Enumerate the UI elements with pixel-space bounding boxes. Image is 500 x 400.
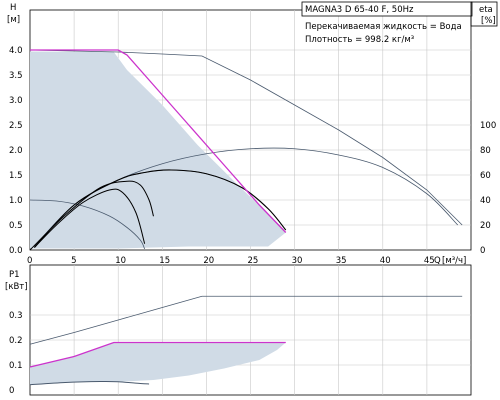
y2-axis-label: eta xyxy=(479,5,493,15)
x-tick-label: 30 xyxy=(292,256,303,266)
operating-area-head xyxy=(30,51,286,249)
x-axis-unit: [м³/ч] xyxy=(442,256,466,266)
chart-title: MAGNA3 D 65-40 F, 50Hz xyxy=(305,5,414,15)
p1-tick-label: 0 xyxy=(9,386,14,396)
top-curves xyxy=(29,49,463,251)
annotation-liquid: Перекачиваемая жидкость = Вода xyxy=(305,22,462,32)
max-head-curve xyxy=(30,49,287,233)
y-tick-label: 1.5 xyxy=(9,171,23,181)
annotation-density: Плотность = 998.2 кг/м³ xyxy=(305,35,414,45)
y2-tick-label: 40 xyxy=(480,196,491,206)
x-tick-label: 15 xyxy=(159,256,170,266)
x-tick-label: 20 xyxy=(203,256,214,266)
x-tick-label: 40 xyxy=(380,256,391,266)
y2-tick-label: 80 xyxy=(480,146,491,156)
p1-tick-label: 0.2 xyxy=(9,336,23,346)
x-tick-label: 5 xyxy=(71,256,76,266)
x-axis-label: Q xyxy=(434,256,441,266)
y2-tick-label: 0 xyxy=(480,246,485,256)
top-y2-tick-labels: 0 20 40 60 80 100 xyxy=(480,121,496,256)
bottom-y-tick-labels: 0 0.1 0.2 0.3 xyxy=(9,311,23,396)
y2-tick-label: 100 xyxy=(480,121,496,131)
bottom-curves xyxy=(29,295,463,386)
p1-axis-unit: [кВт] xyxy=(5,282,28,292)
min-speed-power-curve xyxy=(29,380,150,386)
operating-area-power xyxy=(30,342,286,385)
p1-tick-label: 0.1 xyxy=(9,361,23,371)
max-speed-power-curve xyxy=(29,295,463,345)
x-tick-label: 25 xyxy=(248,256,259,266)
y-tick-label: 3.0 xyxy=(9,96,23,106)
y-tick-label: 2.5 xyxy=(9,121,23,131)
y-tick-label: 0.0 xyxy=(9,246,23,256)
p1-tick-label: 0.3 xyxy=(9,311,23,321)
y2-tick-label: 60 xyxy=(480,171,491,181)
top-y-tick-labels: 0.0 0.5 1.0 1.5 2.0 2.5 3.0 3.5 4.0 xyxy=(9,46,23,256)
top-operating-area xyxy=(30,51,286,249)
y-tick-label: 0.5 xyxy=(9,221,23,231)
y2-tick-label: 20 xyxy=(480,221,491,231)
top-x-tick-labels: 0 5 10 15 20 25 30 35 40 45 xyxy=(27,256,435,266)
head-efficiency-chart: 0 5 10 15 20 25 30 35 40 45 0.0 0.5 1.0 1.5 2.0 2.5 3.0… xyxy=(7,1,498,266)
x-tick-label: 0 xyxy=(27,256,32,266)
y-axis-label: H xyxy=(10,3,16,13)
y-axis-unit: [м] xyxy=(7,15,20,25)
y-tick-label: 4.0 xyxy=(9,46,23,56)
bottom-operating-area xyxy=(30,342,286,385)
max-speed-head-curve xyxy=(29,49,463,226)
x-tick-label: 45 xyxy=(424,256,435,266)
y-tick-label: 1.0 xyxy=(9,196,23,206)
max-power-curve xyxy=(29,341,286,368)
min-speed-head-curve xyxy=(29,199,146,250)
x-tick-label: 10 xyxy=(115,256,126,266)
min-speed-eff-curve xyxy=(34,188,146,248)
y-tick-label: 2.0 xyxy=(9,146,23,156)
x-tick-label: 35 xyxy=(336,256,347,266)
title-box: MAGNA3 D 65-40 F, 50Hz xyxy=(301,1,473,17)
power-chart: 0 0.1 0.2 0.3 P1 [кВт] xyxy=(5,264,472,396)
y2-header-box xyxy=(470,1,498,27)
eff-curve-bold xyxy=(34,169,287,248)
y-tick-label: 3.5 xyxy=(9,71,23,81)
p1-axis-label: P1 xyxy=(9,270,20,280)
y2-axis-unit: [%] xyxy=(481,16,496,26)
mid2-speed-eff-curve xyxy=(29,180,154,251)
